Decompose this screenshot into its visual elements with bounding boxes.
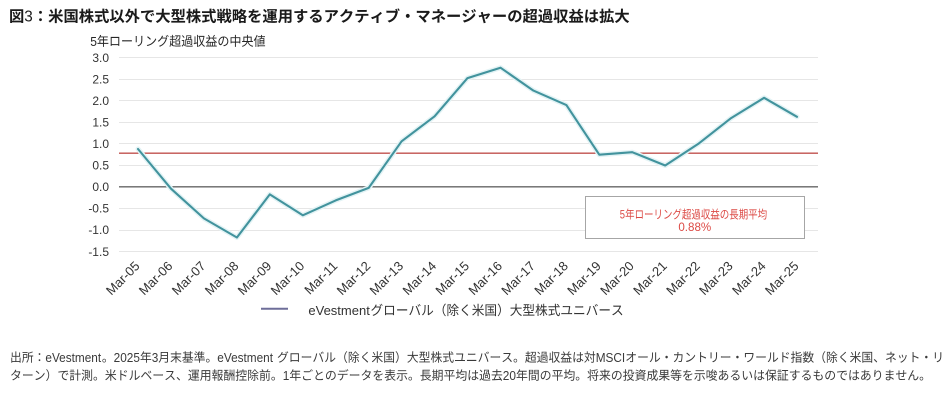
svg-text:eVestment: eVestment: [217, 350, 273, 364]
svg-text:Mar-06: Mar-06: [136, 258, 176, 298]
svg-text:3: 3: [24, 9, 33, 26]
svg-text:Mar-17: Mar-17: [498, 258, 538, 298]
svg-text:0.0: 0.0: [92, 180, 109, 194]
svg-text:2.0: 2.0: [92, 94, 109, 108]
svg-text:3.0: 3.0: [92, 51, 109, 65]
svg-text:Mar-13: Mar-13: [366, 258, 406, 298]
svg-text:0.5: 0.5: [92, 159, 109, 173]
svg-text:-1.0: -1.0: [88, 223, 109, 237]
svg-text:Mar-05: Mar-05: [103, 258, 143, 298]
svg-text:1.0: 1.0: [92, 137, 109, 151]
svg-text:5: 5: [90, 34, 97, 49]
svg-text:Mar-12: Mar-12: [334, 258, 374, 298]
svg-text:Mar-07: Mar-07: [169, 258, 209, 298]
svg-text:-0.5: -0.5: [88, 202, 109, 216]
svg-text:0.88%: 0.88%: [678, 221, 711, 234]
svg-text:Mar-19: Mar-19: [564, 258, 604, 298]
svg-text:5: 5: [620, 209, 625, 222]
svg-text:Mar-15: Mar-15: [432, 258, 472, 298]
svg-text:Mar-24: Mar-24: [729, 258, 769, 298]
svg-text:Mar-16: Mar-16: [465, 258, 505, 298]
svg-text:20: 20: [503, 369, 516, 383]
svg-text:2.5: 2.5: [92, 73, 109, 87]
svg-text:eVestment: eVestment: [45, 350, 101, 364]
svg-text:Mar-10: Mar-10: [268, 258, 308, 298]
svg-text:1: 1: [283, 369, 290, 383]
svg-text:1.5: 1.5: [92, 116, 109, 130]
svg-text:3: 3: [152, 350, 159, 364]
svg-text:eVestment: eVestment: [308, 303, 370, 318]
svg-text:Mar-23: Mar-23: [696, 258, 736, 298]
svg-text:2025: 2025: [114, 350, 140, 364]
svg-text:Mar-22: Mar-22: [663, 258, 703, 298]
svg-text:Mar-25: Mar-25: [762, 258, 802, 298]
svg-text:Mar-11: Mar-11: [301, 258, 340, 297]
svg-text:Mar-20: Mar-20: [597, 258, 637, 298]
svg-text:Mar-14: Mar-14: [399, 258, 439, 298]
svg-text:-1.5: -1.5: [88, 245, 109, 259]
svg-text:Mar-18: Mar-18: [531, 258, 571, 298]
svg-text:Mar-21: Mar-21: [630, 258, 670, 298]
svg-text:Mar-08: Mar-08: [202, 258, 242, 298]
svg-text:Mar-09: Mar-09: [235, 258, 275, 298]
svg-text:MSCI: MSCI: [596, 350, 625, 364]
